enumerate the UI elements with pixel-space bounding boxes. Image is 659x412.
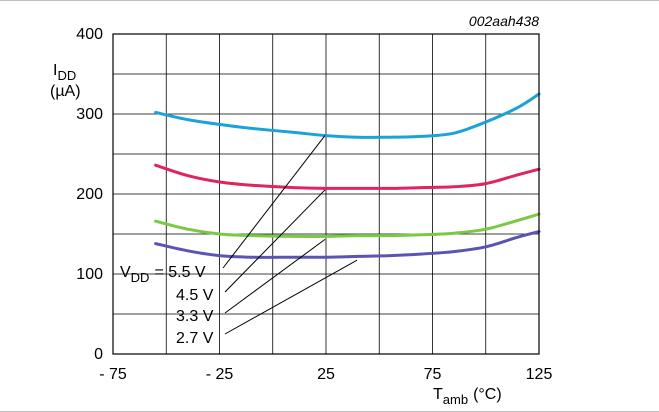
series-line-4v5: [154, 163, 541, 190]
x-axis-label: Tamb (°C): [433, 386, 502, 407]
leader-lines: [222, 135, 358, 335]
x-tick-label: 75: [424, 366, 442, 383]
series-label-5v5-prefix: V: [120, 264, 131, 281]
series-line-3v3: [154, 212, 541, 238]
series-label-5v5: VDD = 5.5 V: [120, 264, 206, 285]
leader-line: [224, 189, 326, 293]
series-label-5v5-sub: DD: [131, 270, 150, 285]
x-axis-label-unit: (°C): [473, 386, 502, 403]
series-layer: [154, 92, 541, 259]
x-axis-label-main: T: [433, 386, 443, 403]
x-tick-label: - 25: [206, 366, 234, 383]
y-axis-unit: (µA): [50, 83, 81, 100]
x-tick-label: 25: [317, 366, 335, 383]
x-axis-label-sub: amb: [443, 392, 468, 407]
series-label-5v5-value: = 5.5 V: [154, 264, 205, 281]
leader-line: [224, 238, 326, 314]
x-tick-label: - 75: [99, 366, 127, 383]
series-label-4v5: 4.5 V: [176, 287, 214, 304]
y-axis-label: IDD: [53, 62, 76, 83]
y-axis-label-sub: DD: [57, 68, 76, 83]
x-tick-labels: - 75 - 25 25 75 125: [99, 366, 552, 383]
series-label-3v3: 3.3 V: [176, 308, 214, 325]
leader-line: [224, 259, 358, 335]
y-tick-labels: 0 100 200 300 400: [76, 26, 103, 363]
y-axis-label-main: I: [53, 62, 57, 79]
y-tick-label: 300: [76, 106, 103, 123]
series-line-2v7: [154, 230, 541, 259]
leader-line: [222, 135, 326, 269]
x-tick-label: 125: [526, 366, 553, 383]
grid: [113, 34, 539, 354]
plot-border: [112, 33, 540, 355]
series-label-2v7: 2.7 V: [176, 330, 214, 347]
y-tick-label: 400: [76, 26, 103, 43]
y-tick-label: 0: [94, 346, 103, 363]
y-tick-label: 100: [76, 266, 103, 283]
series-line-5v5: [154, 92, 541, 139]
series-labels: VDD = 5.5 V 4.5 V 3.3 V 2.7 V: [120, 264, 214, 347]
y-tick-label: 200: [76, 186, 103, 203]
figure-code: 002aah438: [469, 13, 539, 29]
